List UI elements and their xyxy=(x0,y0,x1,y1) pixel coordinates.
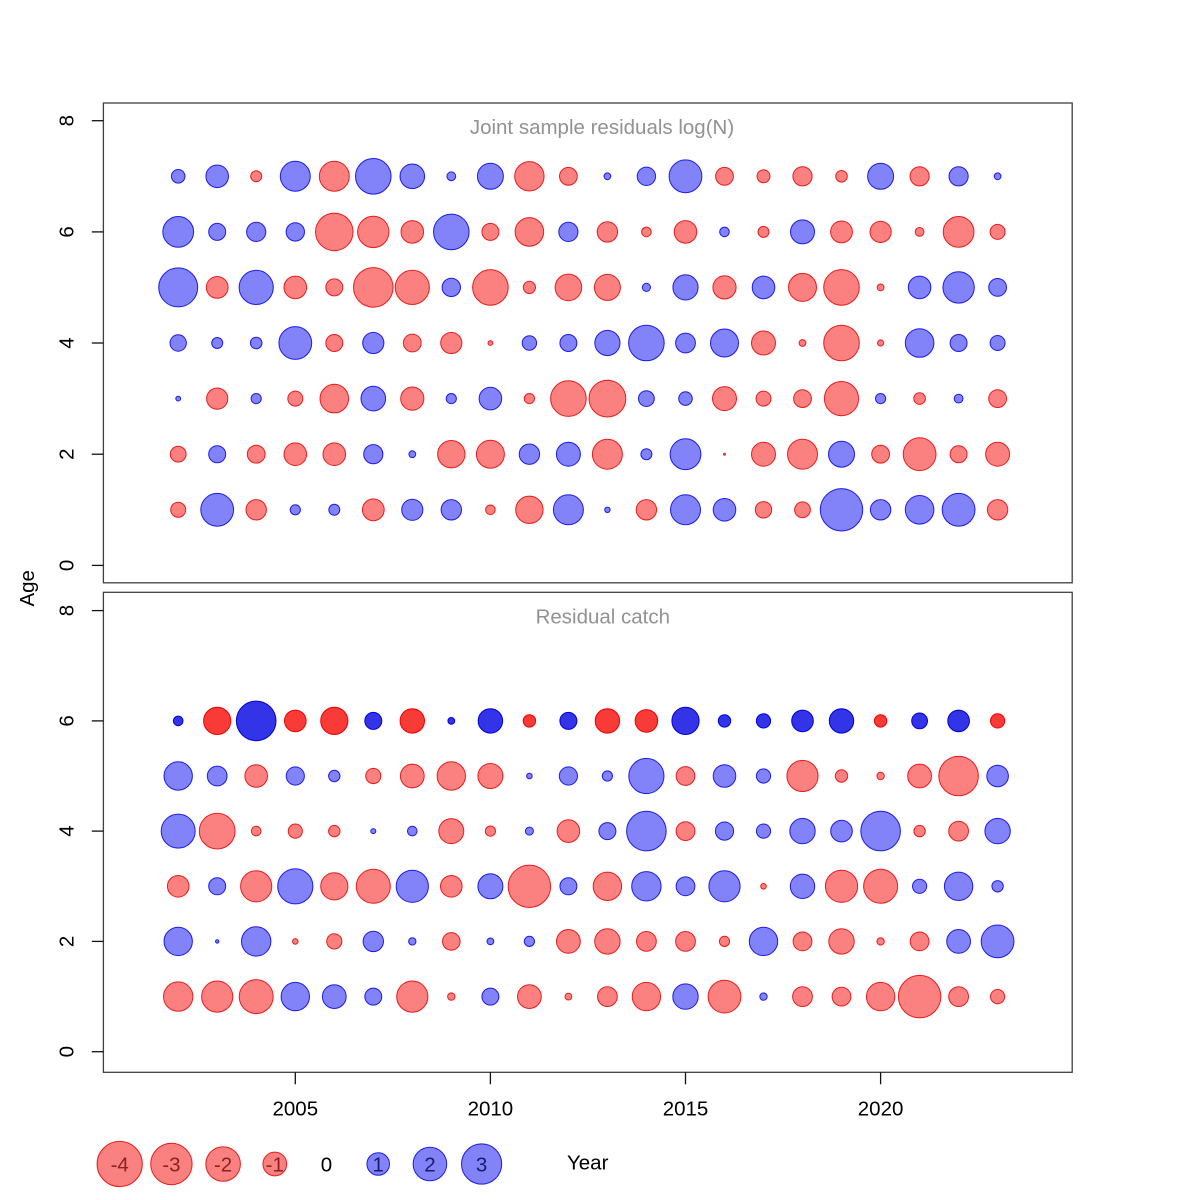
svg-text:0: 0 xyxy=(56,1046,79,1057)
svg-text:-1: -1 xyxy=(266,1153,284,1176)
svg-text:8: 8 xyxy=(56,115,79,126)
svg-text:4: 4 xyxy=(56,825,79,836)
svg-text:6: 6 xyxy=(56,226,79,237)
svg-text:-4: -4 xyxy=(111,1153,129,1176)
svg-text:6: 6 xyxy=(56,715,79,726)
svg-text:2: 2 xyxy=(56,936,79,947)
svg-text:2: 2 xyxy=(56,448,79,459)
svg-text:Joint sample residuals log(N): Joint sample residuals log(N) xyxy=(470,116,734,139)
svg-text:Age: Age xyxy=(16,570,39,606)
svg-text:Residual catch: Residual catch xyxy=(536,605,670,628)
svg-text:4: 4 xyxy=(56,337,79,348)
svg-text:0: 0 xyxy=(321,1153,332,1176)
svg-text:-2: -2 xyxy=(214,1153,232,1176)
svg-text:0: 0 xyxy=(56,560,79,571)
svg-text:2020: 2020 xyxy=(858,1097,904,1120)
svg-text:8: 8 xyxy=(56,605,79,616)
svg-text:2010: 2010 xyxy=(468,1097,514,1120)
svg-text:Year: Year xyxy=(567,1151,609,1174)
svg-text:1: 1 xyxy=(372,1153,383,1176)
svg-text:-3: -3 xyxy=(162,1153,180,1176)
svg-text:2005: 2005 xyxy=(272,1097,318,1120)
svg-text:3: 3 xyxy=(476,1153,487,1176)
svg-text:2015: 2015 xyxy=(663,1097,709,1120)
svg-text:2: 2 xyxy=(424,1153,435,1176)
